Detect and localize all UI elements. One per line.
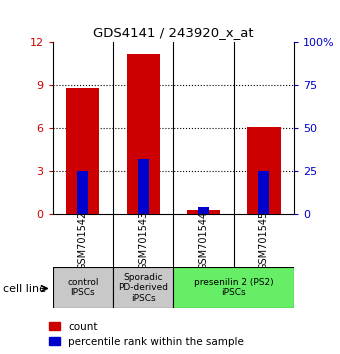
Bar bbox=[53, 267, 113, 308]
Text: control
IPSCs: control IPSCs bbox=[67, 278, 99, 297]
Title: GDS4141 / 243920_x_at: GDS4141 / 243920_x_at bbox=[93, 25, 254, 39]
Bar bbox=[113, 267, 173, 308]
Text: GSM701542: GSM701542 bbox=[78, 211, 88, 270]
Text: Sporadic
PD-derived
iPSCs: Sporadic PD-derived iPSCs bbox=[118, 273, 168, 303]
Bar bbox=[258, 171, 269, 214]
Bar bbox=[138, 159, 149, 214]
Text: GSM701545: GSM701545 bbox=[259, 211, 269, 270]
Text: presenilin 2 (PS2)
iPSCs: presenilin 2 (PS2) iPSCs bbox=[194, 278, 274, 297]
Bar bbox=[187, 210, 220, 214]
Bar bbox=[126, 54, 160, 214]
Bar bbox=[78, 171, 88, 214]
Bar bbox=[66, 88, 100, 214]
Text: GSM701544: GSM701544 bbox=[199, 211, 208, 270]
Legend: count, percentile rank within the sample: count, percentile rank within the sample bbox=[49, 322, 244, 347]
Text: cell line: cell line bbox=[3, 284, 46, 293]
Bar bbox=[247, 127, 280, 214]
Bar bbox=[198, 207, 209, 214]
Text: GSM701543: GSM701543 bbox=[138, 211, 148, 270]
Bar bbox=[173, 267, 294, 308]
